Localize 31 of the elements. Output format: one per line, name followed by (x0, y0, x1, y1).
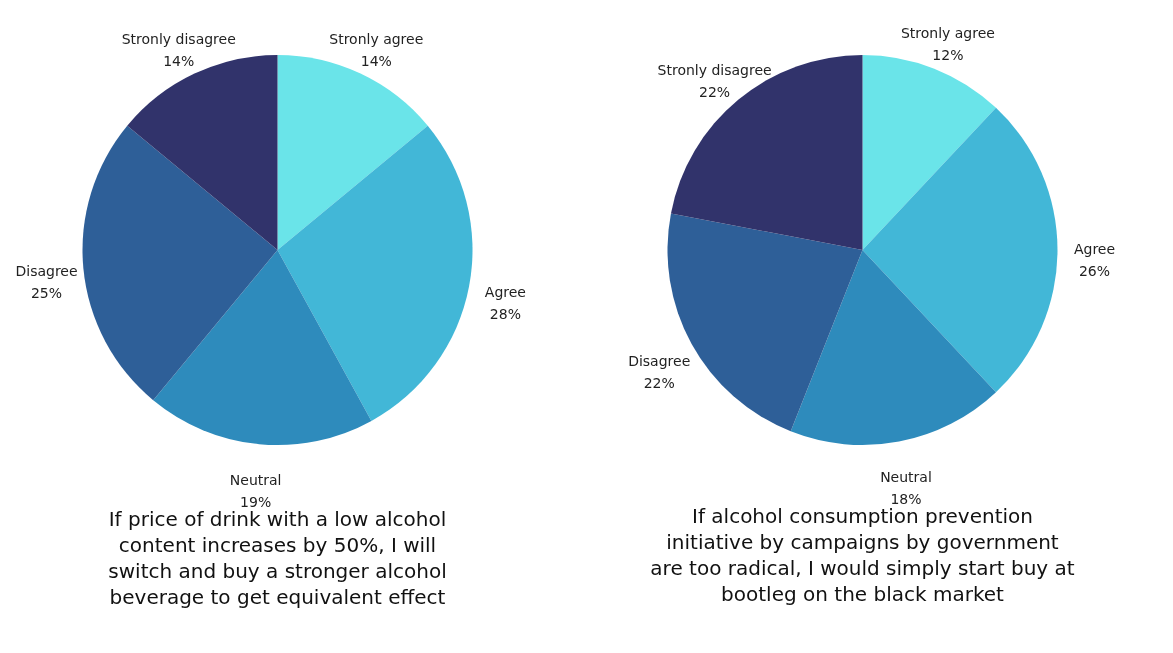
pie-slice (277, 125, 473, 421)
data-label: 25% (30, 284, 63, 301)
text: bootleg on the black market (721, 581, 1004, 606)
slice-label: Disagree (15, 262, 78, 279)
text: content increases by 50%, I will (118, 532, 437, 557)
pie-slice (277, 55, 428, 250)
slice-label: Stronly disagree (657, 62, 772, 79)
slice-label: Neutral (229, 471, 282, 488)
text: initiative by campaigns by government (666, 529, 1059, 554)
data-label: 12% (932, 47, 964, 64)
pie-slice (790, 250, 996, 445)
data-label: 28% (489, 306, 521, 323)
data-label: 14% (360, 53, 392, 70)
text: beverage to get equivalent effect (109, 584, 446, 609)
data-label: 26% (1078, 263, 1111, 279)
slice-label: Stronly agree (900, 25, 995, 42)
data-label: 22% (699, 84, 731, 101)
slice-label: Stronly agree (329, 31, 424, 48)
pie-slice (127, 55, 278, 250)
pie-slice (153, 250, 372, 445)
slice-label: Agree (1073, 241, 1116, 257)
text: are too radical, I would simply start buy at (650, 555, 1075, 580)
data-label: 22% (643, 374, 675, 391)
text: switch and buy a stronger alcohol (108, 558, 447, 583)
slice-label: Disagree (628, 352, 691, 369)
slice-label: Agree (484, 284, 526, 301)
slice-label: Neutral (880, 468, 932, 485)
pie-slice (82, 125, 278, 401)
pie-slice (862, 107, 1058, 393)
data-label: 14% (163, 53, 195, 70)
slice-label: Stronly disagree (121, 31, 236, 48)
